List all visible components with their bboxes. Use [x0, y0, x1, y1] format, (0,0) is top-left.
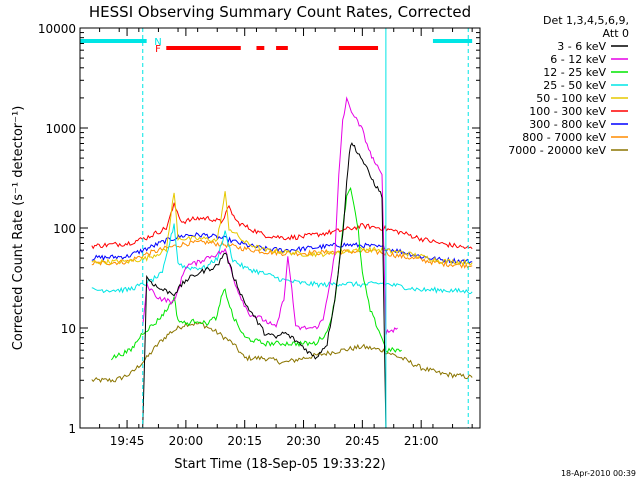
- series-800-7000-kev: [91, 239, 473, 269]
- x-tick-label: 20:30: [286, 434, 321, 448]
- y-tick-label: 100: [53, 222, 76, 236]
- y-tick-label: 1000: [45, 122, 76, 136]
- legend-entry-300-800-kev: 300 - 800 keV: [529, 118, 606, 131]
- legend-entry-800-7000-kev: 800 - 7000 keV: [522, 131, 606, 144]
- x-tick-label: 19:45: [110, 434, 145, 448]
- y-axis-label: Corrected Count Rate (s⁻¹ detector⁻¹): [11, 106, 26, 351]
- legend-entry-25-50-kev: 25 - 50 keV: [543, 79, 606, 92]
- series-layer: [91, 96, 473, 429]
- x-tick-label: 20:00: [169, 434, 204, 448]
- series-6-12-kev: [142, 96, 398, 336]
- series-7000-20000-kev: [91, 321, 473, 383]
- series-25-50-kev: [91, 223, 473, 295]
- legend-header-line: Att 0: [603, 27, 629, 40]
- legend-entry-100-300-kev: 100 - 300 keV: [529, 105, 606, 118]
- axis-layer: 19:45 20:00 20:15 20:30 20:45 21:00 1 10 100 1000…: [38, 22, 480, 448]
- series-3-6-kev: [142, 142, 387, 429]
- y-tick-label: 1: [68, 422, 76, 436]
- legend-entry-12-25-kev: 12 - 25 keV: [543, 66, 606, 79]
- flag-f-label: F: [155, 44, 161, 55]
- x-tick-label: 20:15: [227, 434, 262, 448]
- legend-entry-50-100-kev: 50 - 100 keV: [536, 92, 606, 105]
- y-tick-label: 10000: [38, 22, 76, 36]
- x-tick-label: 20:45: [345, 434, 380, 448]
- legend-entry-3-6-kev: 3 - 6 keV: [557, 40, 606, 53]
- series-100-300-kev: [91, 202, 473, 250]
- flags-layer: NF: [80, 37, 473, 55]
- footer-timestamp: 18-Apr-2010 00:39: [561, 469, 636, 478]
- x-axis-label: Start Time (18-Sep-05 19:33:22): [174, 457, 385, 472]
- x-tick-label: 21:00: [404, 434, 439, 448]
- flag-n-label: N: [154, 37, 161, 48]
- chart-title: HESSI Observing Summary Count Rates, Cor…: [89, 3, 471, 21]
- series-12-25-kev: [111, 186, 402, 361]
- y-tick-label: 10: [61, 322, 76, 336]
- legend-entry-7000-20000-kev: 7000 - 20000 keV: [508, 144, 606, 157]
- legend-header-line: Det 1,3,4,5,6,9,: [543, 14, 629, 27]
- legend-entry-6-12-kev: 6 - 12 keV: [550, 53, 606, 66]
- series-50-100-kev: [91, 191, 473, 266]
